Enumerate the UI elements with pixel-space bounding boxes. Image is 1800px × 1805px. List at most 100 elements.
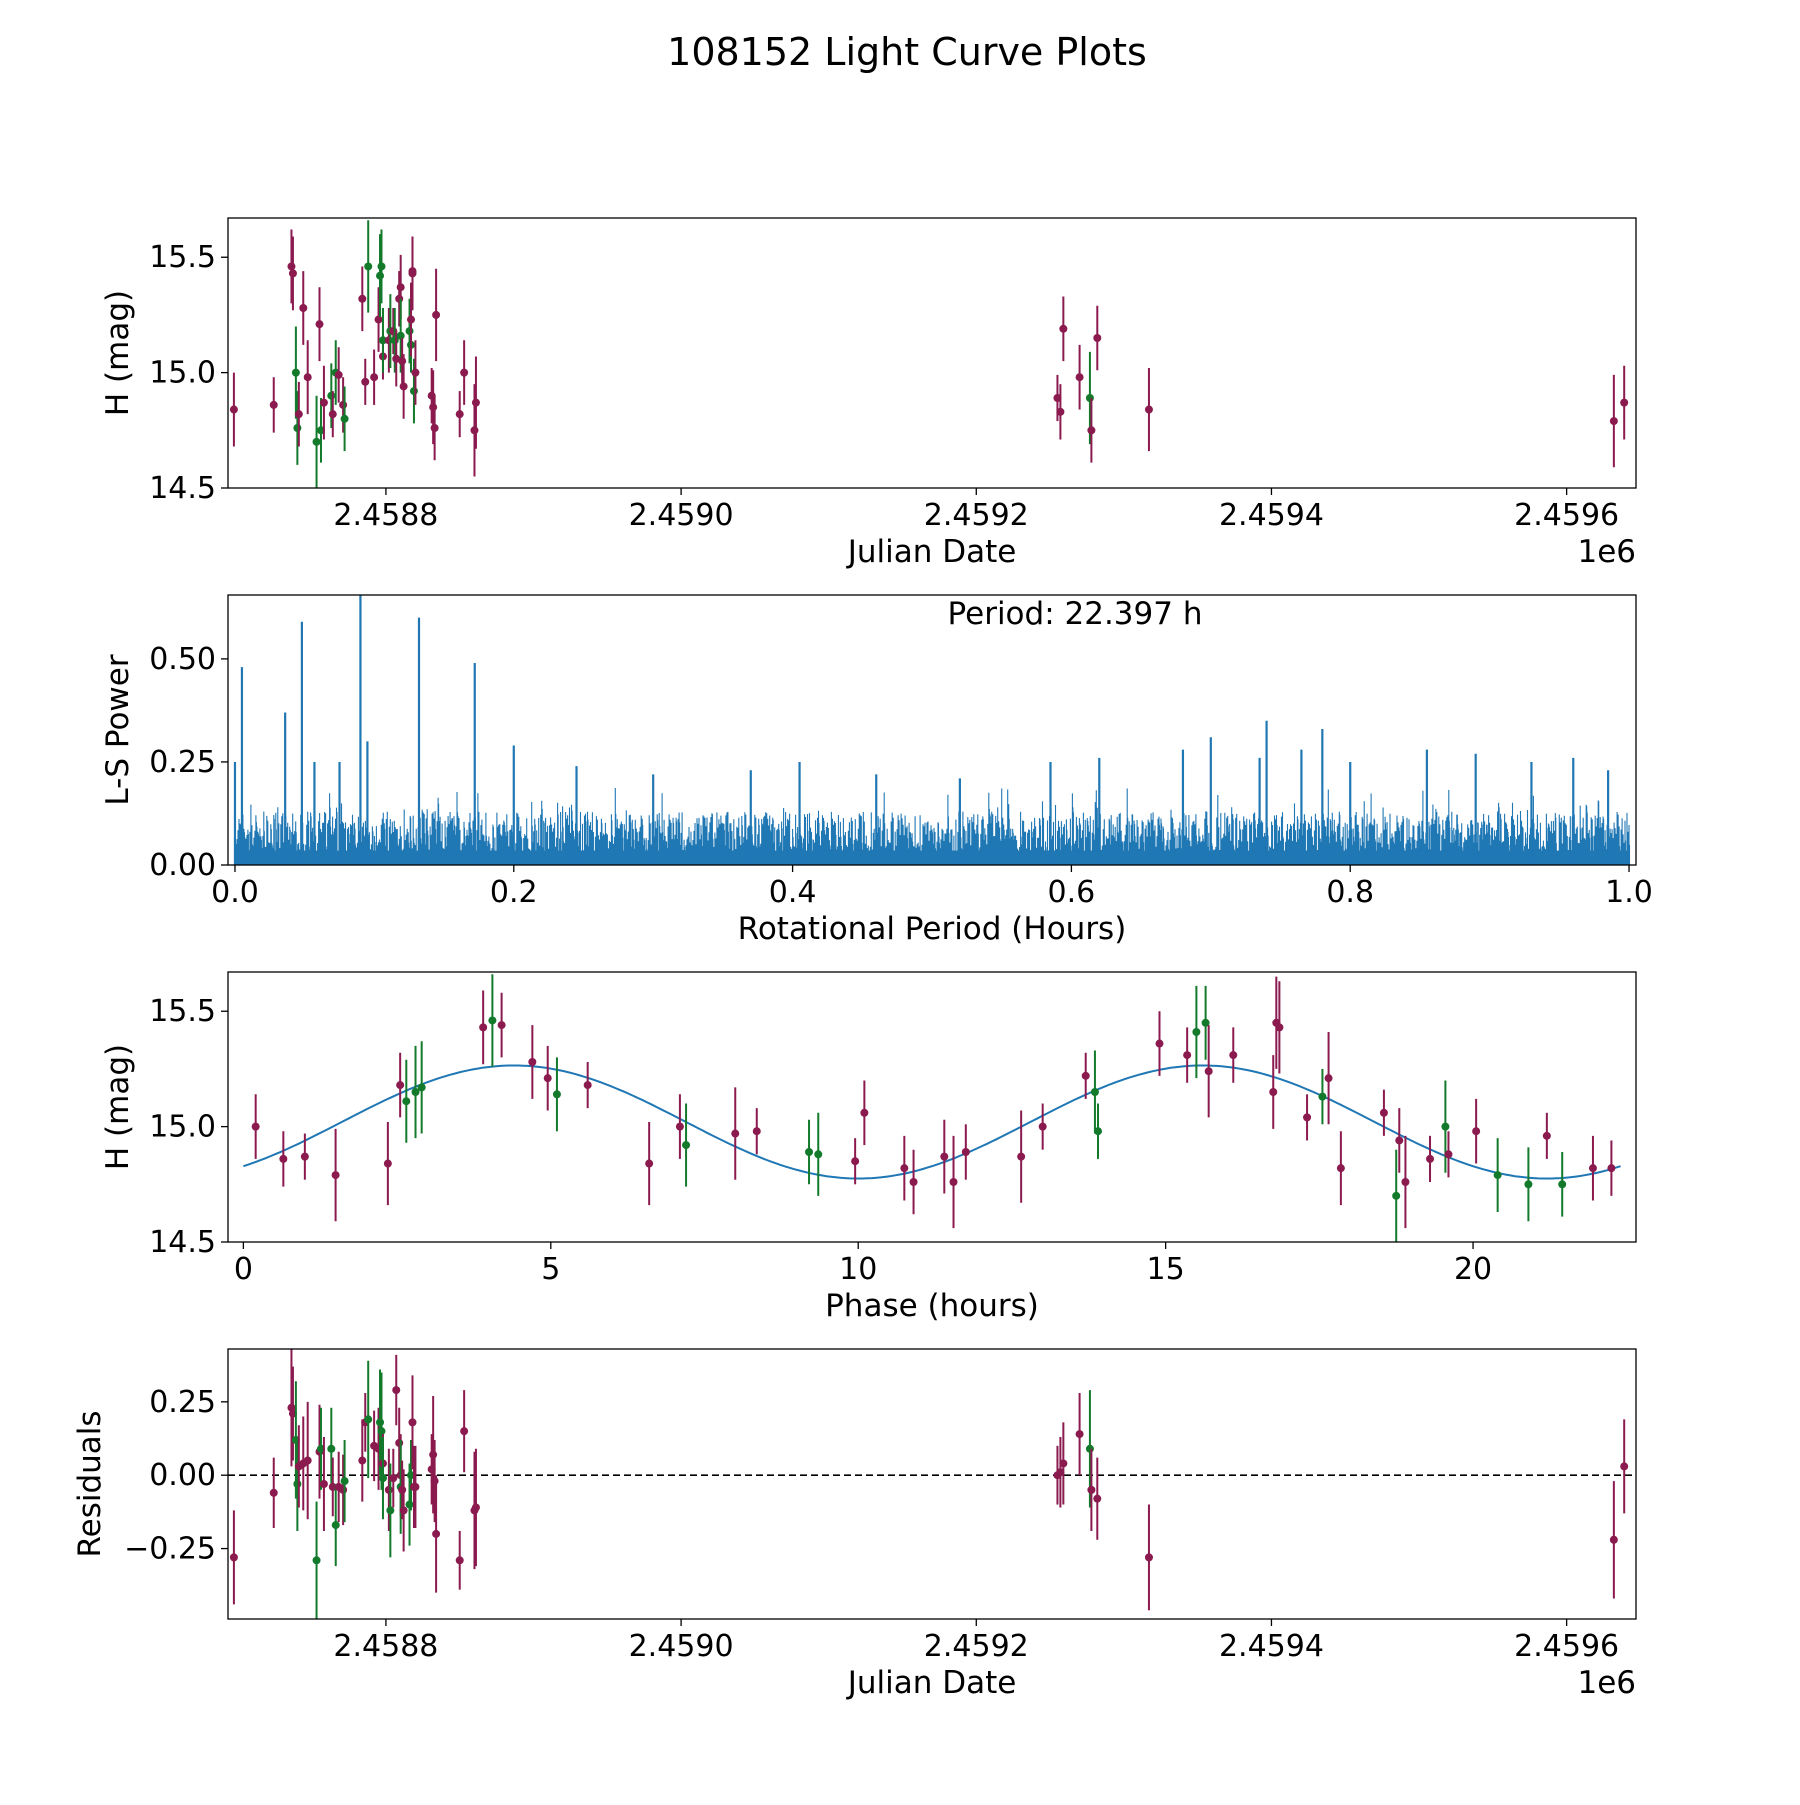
data-point — [1395, 1136, 1404, 1145]
data-point — [488, 1016, 497, 1025]
data-point — [399, 1506, 408, 1515]
data-point — [1607, 1164, 1616, 1173]
x-tick-label: 2.4594 — [1219, 498, 1324, 533]
data-point — [361, 377, 370, 386]
data-point — [1155, 1039, 1164, 1048]
data-point — [1493, 1171, 1502, 1180]
data-point — [395, 1438, 404, 1447]
data-layer — [229, 220, 1629, 488]
data-point — [411, 1088, 420, 1096]
x-tick-label: 0.2 — [490, 875, 538, 910]
x-tick-label: 2.4596 — [1514, 1629, 1619, 1664]
axes-frame — [227, 1348, 1637, 1620]
data-point — [312, 437, 321, 446]
data-point — [731, 1129, 740, 1138]
data-point — [645, 1159, 654, 1168]
x-tick-label: 0.0 — [211, 875, 259, 910]
y-tick-label: 0.25 — [149, 745, 216, 780]
data-point — [1183, 1051, 1192, 1060]
data-point — [370, 373, 379, 382]
x-tick-label: 2.4588 — [333, 1629, 438, 1664]
data-point — [1075, 1430, 1084, 1439]
data-layer — [233, 595, 1631, 865]
data-point — [392, 1386, 401, 1395]
data-point — [364, 262, 373, 271]
data-point — [402, 1097, 411, 1106]
data-point — [303, 373, 312, 382]
y-axis-label: H (mag) — [100, 290, 136, 416]
data-point — [377, 1427, 386, 1436]
data-point — [1269, 1088, 1278, 1096]
y-tick-label: 15.5 — [149, 994, 216, 1029]
data-point — [384, 1485, 393, 1494]
data-point — [1379, 1108, 1388, 1117]
x-tick-label: 2.4590 — [629, 498, 734, 533]
data-point — [455, 410, 464, 419]
data-point — [1192, 1028, 1201, 1036]
data-point — [455, 1556, 464, 1565]
data-point — [396, 331, 405, 340]
data-point — [374, 315, 383, 324]
x-tick-label: 2.4594 — [1219, 1629, 1324, 1664]
x-offset-label: 1e6 — [1577, 1665, 1636, 1701]
data-point — [1444, 1150, 1453, 1159]
data-point — [1087, 426, 1096, 435]
data-point — [1324, 1074, 1333, 1083]
x-axis-label: Julian Date — [846, 1665, 1017, 1701]
data-point — [315, 320, 324, 329]
y-tick-label: 14.5 — [149, 471, 216, 506]
data-point — [471, 398, 480, 407]
data-point — [378, 1474, 387, 1483]
data-point — [288, 269, 297, 278]
axes-frame — [227, 594, 1637, 866]
data-point — [1090, 1088, 1099, 1096]
data-point — [405, 327, 414, 336]
data-layer — [228, 1349, 1636, 1619]
data-point — [327, 391, 336, 400]
data-point — [552, 1090, 561, 1099]
y-tick-label: 14.5 — [149, 1225, 216, 1260]
x-tick-label: 2.4592 — [924, 498, 1029, 533]
x-tick-label: 2.4590 — [629, 1629, 734, 1664]
data-point — [251, 1122, 260, 1131]
data-point — [1542, 1131, 1551, 1140]
data-point — [961, 1148, 970, 1156]
data-point — [1609, 1535, 1618, 1544]
data-point — [1056, 407, 1065, 416]
data-point — [682, 1141, 691, 1150]
data-point — [675, 1122, 684, 1131]
data-point — [1093, 1494, 1102, 1503]
data-point — [1085, 1444, 1094, 1453]
data-point — [1087, 1485, 1096, 1494]
data-layer — [243, 974, 1621, 1242]
data-point — [398, 357, 407, 366]
y-tick-label: 0.00 — [149, 848, 216, 883]
data-point — [1144, 1553, 1153, 1562]
data-point — [460, 368, 469, 377]
data-point — [300, 1152, 309, 1161]
data-point — [1075, 373, 1084, 382]
data-point — [1085, 394, 1094, 402]
x-tick-label: 0.6 — [1048, 875, 1096, 910]
y-tick-label: 0.50 — [149, 642, 216, 677]
x-tick-label: 0.8 — [1326, 875, 1374, 910]
panel-residuals: 2.4588 2.4590 2.4592 2.4594 2.4596 −0.25 0.00 0… — [72, 1348, 1637, 1701]
data-point — [408, 269, 417, 278]
x-tick-label: 10 — [839, 1252, 877, 1287]
data-point — [429, 403, 438, 412]
panel-lightcurve: 2.4588 2.4590 2.4592 2.4594 2.4596 14.5 15.0 15… — [100, 217, 1637, 570]
x-tick-label: 15 — [1147, 1252, 1185, 1287]
data-point — [364, 1415, 373, 1424]
data-point — [1426, 1154, 1435, 1163]
data-point — [358, 294, 367, 303]
x-tick-label: 0.4 — [769, 875, 817, 910]
data-point — [1059, 324, 1068, 333]
axes-frame — [227, 971, 1637, 1243]
data-point — [900, 1164, 909, 1173]
data-point — [430, 424, 439, 432]
data-point — [340, 1477, 349, 1486]
data-point — [470, 426, 479, 435]
data-point — [909, 1178, 918, 1186]
data-point — [460, 1427, 469, 1436]
